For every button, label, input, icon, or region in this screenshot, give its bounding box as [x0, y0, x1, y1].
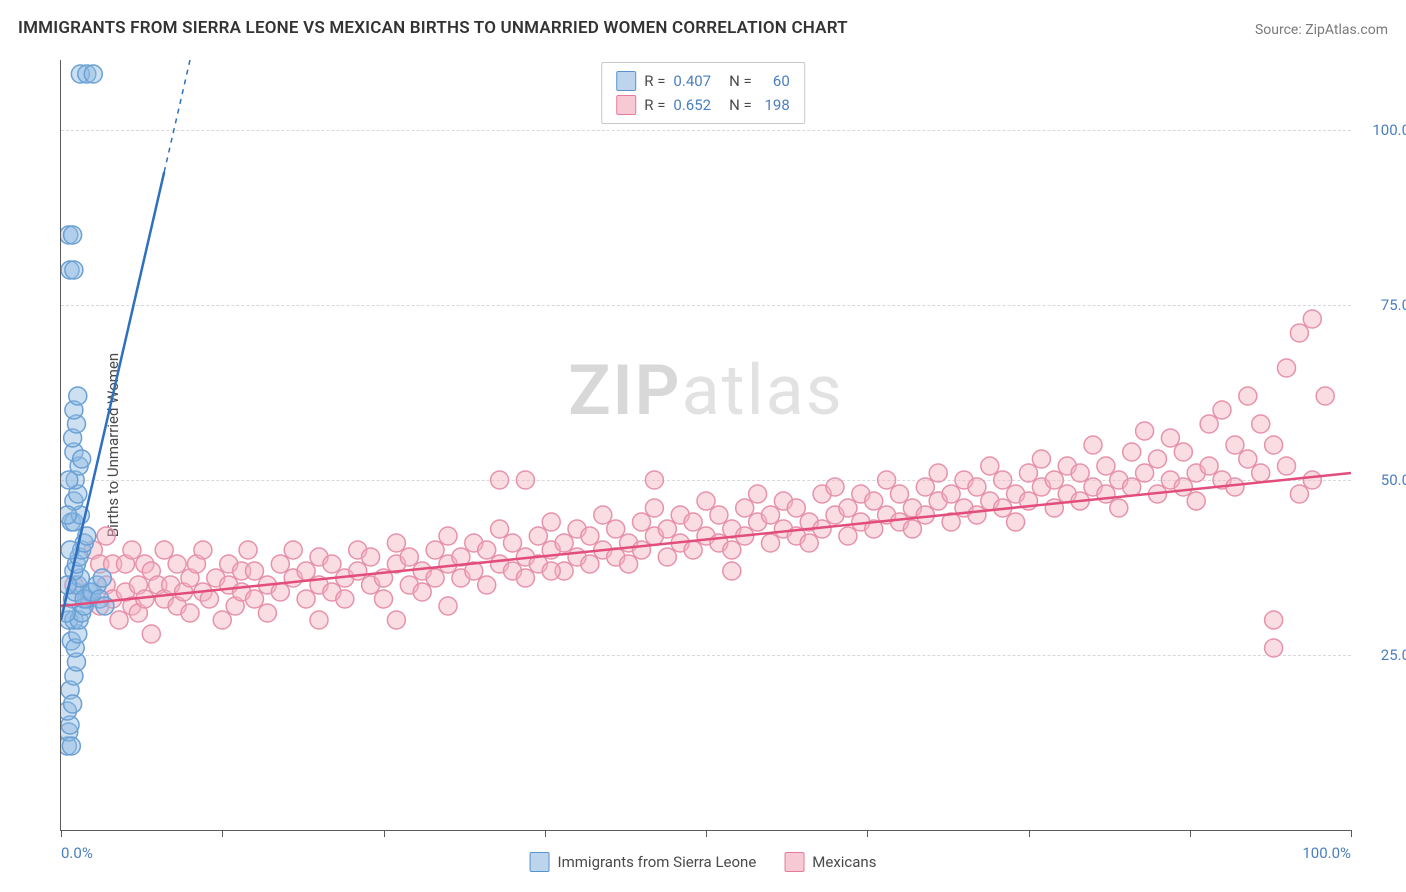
swatch-sierra-leone	[616, 71, 636, 91]
x-tick-label: 100.0%	[1302, 844, 1351, 862]
x-tick-label: 0.0%	[61, 844, 93, 862]
x-tick	[61, 830, 62, 837]
x-tick	[867, 830, 868, 837]
x-tick	[384, 830, 385, 837]
source-attribution: Source: ZipAtlas.com	[1255, 22, 1388, 38]
swatch-sierra-leone-icon	[530, 852, 550, 872]
y-tick-label: 50.0%	[1381, 471, 1406, 489]
x-tick	[706, 830, 707, 837]
scatter-svg	[61, 60, 1351, 830]
chart-container: IMMIGRANTS FROM SIERRA LEONE VS MEXICAN …	[0, 0, 1406, 892]
legend-label-sierra-leone: Immigrants from Sierra Leone	[558, 853, 757, 871]
x-tick	[1029, 830, 1030, 837]
x-tick	[222, 830, 223, 837]
chart-title: IMMIGRANTS FROM SIERRA LEONE VS MEXICAN …	[18, 18, 848, 38]
y-tick-label: 100.0%	[1372, 121, 1406, 139]
y-tick-label: 25.0%	[1381, 646, 1406, 664]
y-tick-label: 75.0%	[1381, 296, 1406, 314]
legend-row-sierra-leone: R = 0.407 N = 60	[616, 69, 790, 93]
legend-item-mexicans: Mexicans	[784, 852, 876, 872]
x-tick	[1190, 830, 1191, 837]
legend-item-sierra-leone: Immigrants from Sierra Leone	[530, 852, 757, 872]
plot-area: Births to Unmarried Women ZIPatlas 25.0%…	[60, 60, 1351, 831]
x-tick	[1351, 830, 1352, 837]
legend-row-mexicans: R = 0.652 N = 198	[616, 93, 790, 117]
x-tick	[545, 830, 546, 837]
swatch-mexicans-icon	[784, 852, 804, 872]
correlation-legend: R = 0.407 N = 60 R = 0.652 N = 198	[601, 62, 805, 124]
legend-label-mexicans: Mexicans	[812, 853, 876, 871]
series-legend: Immigrants from Sierra Leone Mexicans	[530, 852, 877, 872]
swatch-mexicans	[616, 95, 636, 115]
